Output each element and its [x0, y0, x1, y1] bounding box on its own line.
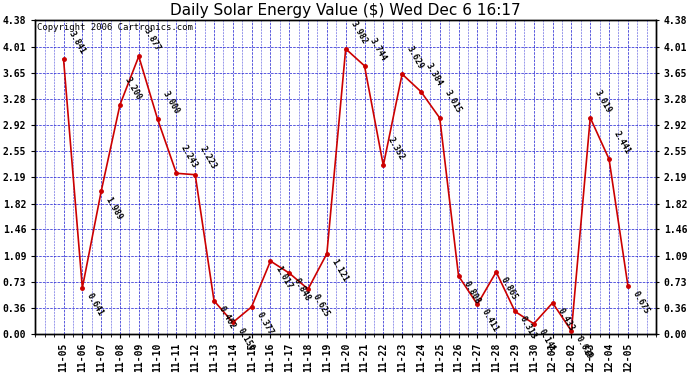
Text: 3.877: 3.877	[141, 27, 162, 53]
Text: 0.848: 0.848	[292, 277, 313, 303]
Text: 3.019: 3.019	[593, 88, 613, 114]
Text: 0.808: 0.808	[462, 280, 482, 306]
Text: 2.223: 2.223	[198, 145, 218, 171]
Text: 0.625: 0.625	[311, 292, 331, 319]
Text: 2.243: 2.243	[179, 144, 199, 170]
Text: 0.675: 0.675	[631, 289, 651, 315]
Text: 2.441: 2.441	[612, 129, 632, 156]
Text: 0.411: 0.411	[480, 308, 500, 334]
Text: 0.462: 0.462	[217, 304, 237, 330]
Text: 3.384: 3.384	[424, 62, 444, 88]
Text: 3.982: 3.982	[348, 19, 369, 45]
Text: 3.841: 3.841	[66, 29, 87, 56]
Text: 0.865: 0.865	[499, 276, 520, 302]
Text: 0.377: 0.377	[255, 310, 275, 337]
Text: 0.039: 0.039	[574, 334, 595, 361]
Text: 0.641: 0.641	[85, 291, 106, 318]
Text: 1.989: 1.989	[104, 195, 124, 221]
Text: 3.015: 3.015	[442, 88, 463, 114]
Text: 1.121: 1.121	[330, 257, 350, 284]
Text: 0.159: 0.159	[236, 326, 256, 352]
Text: Copyright 2006 Cartronics.com: Copyright 2006 Cartronics.com	[37, 24, 193, 33]
Text: 3.200: 3.200	[123, 75, 143, 101]
Text: 0.433: 0.433	[555, 306, 575, 333]
Text: 0.141: 0.141	[537, 327, 557, 354]
Text: 3.000: 3.000	[160, 89, 181, 116]
Text: 3.744: 3.744	[367, 36, 388, 62]
Title: Daily Solar Energy Value ($) Wed Dec 6 16:17: Daily Solar Energy Value ($) Wed Dec 6 1…	[170, 3, 521, 18]
Text: 3.629: 3.629	[405, 44, 425, 70]
Text: 1.017: 1.017	[273, 265, 293, 291]
Text: 2.352: 2.352	[386, 136, 406, 162]
Text: 0.313: 0.313	[518, 315, 538, 341]
